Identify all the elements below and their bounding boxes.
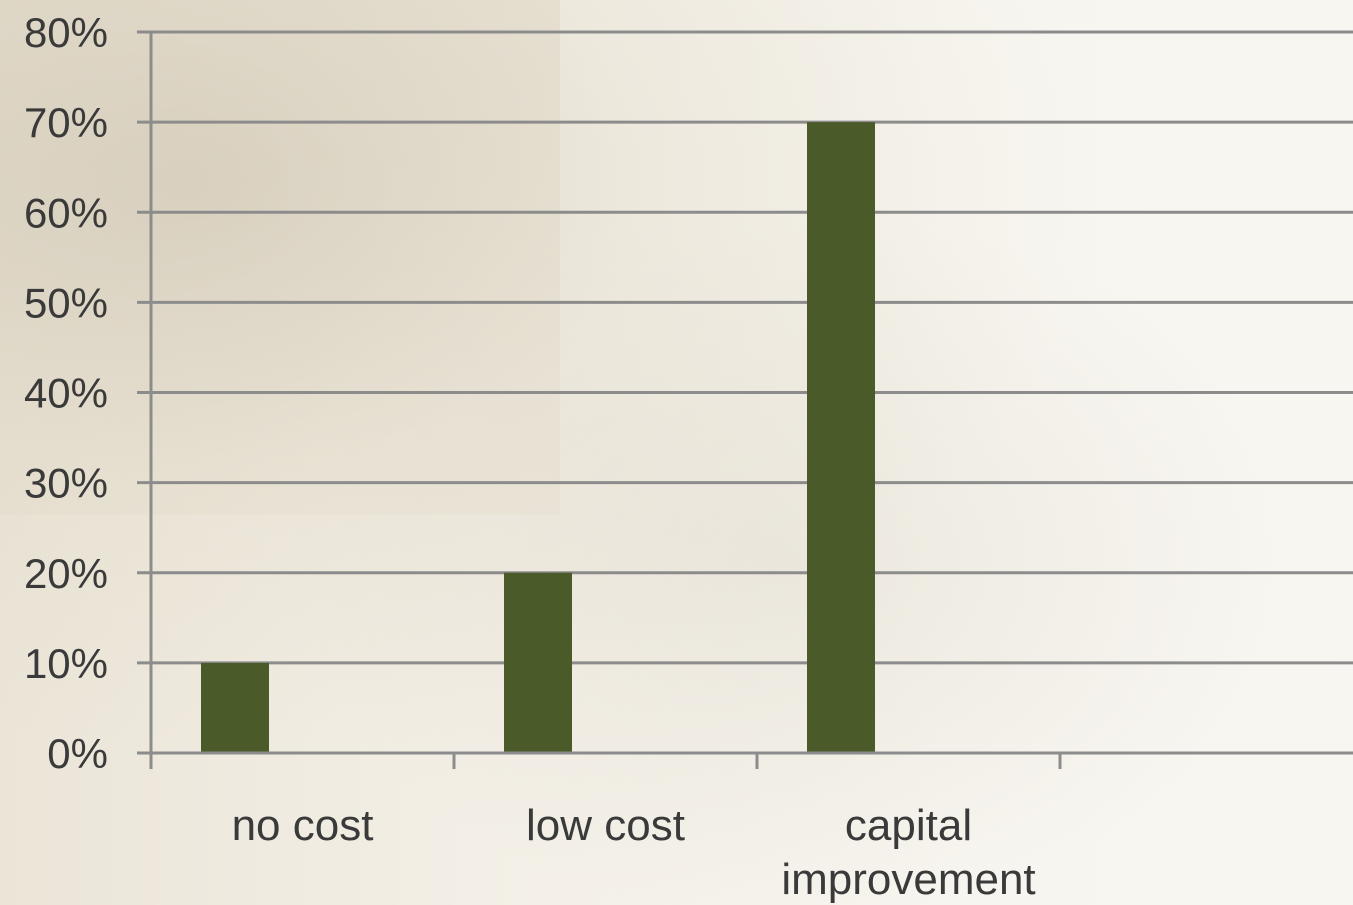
gridlines bbox=[151, 30, 1353, 665]
bar bbox=[504, 572, 572, 753]
bars bbox=[201, 122, 875, 753]
x-category-label: low cost bbox=[526, 801, 685, 850]
x-category-label: capital bbox=[845, 801, 972, 850]
x-category-label: improvement bbox=[781, 855, 1035, 904]
axes bbox=[137, 30, 1353, 769]
background-panel bbox=[0, 0, 560, 515]
y-tick-label: 70% bbox=[24, 99, 108, 146]
y-tick-label: 20% bbox=[24, 550, 108, 597]
y-tick-label: 40% bbox=[24, 370, 108, 417]
x-category-labels: no cost low cost capital improvement bbox=[232, 801, 1036, 904]
y-tick-label: 60% bbox=[24, 189, 108, 236]
bar bbox=[201, 662, 269, 753]
x-category-label: no cost bbox=[232, 801, 374, 850]
bar bbox=[807, 122, 875, 753]
y-tick-labels: 0% 10% 20% 30% 40% 50% 60% 70% 80% bbox=[24, 9, 108, 777]
y-tick-label: 10% bbox=[24, 640, 108, 687]
y-tick-label: 30% bbox=[24, 460, 108, 507]
y-tick-label: 50% bbox=[24, 279, 108, 326]
y-tick-label: 80% bbox=[24, 9, 108, 56]
y-tick-label: 0% bbox=[47, 730, 108, 777]
